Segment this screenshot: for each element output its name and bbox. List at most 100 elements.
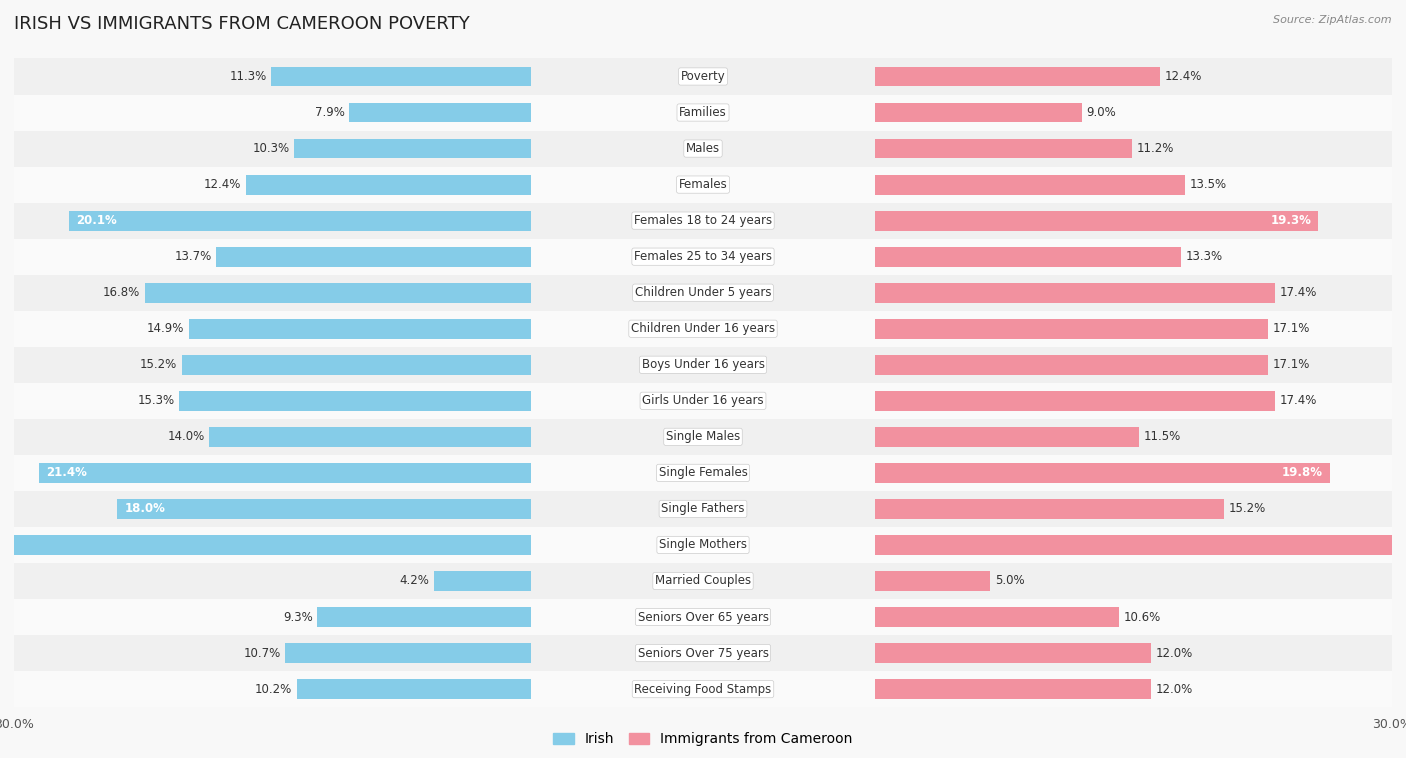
Text: 12.0%: 12.0% [1156,683,1192,696]
FancyBboxPatch shape [14,95,1392,130]
Text: 17.1%: 17.1% [1272,322,1310,335]
Bar [875,139,1132,158]
Text: 17.4%: 17.4% [1279,287,1317,299]
FancyBboxPatch shape [14,671,1392,707]
Bar [181,355,531,374]
Text: Married Couples: Married Couples [655,575,751,587]
Bar [875,607,1119,627]
Text: Seniors Over 65 years: Seniors Over 65 years [637,610,769,624]
Bar [875,535,1406,555]
FancyBboxPatch shape [14,491,1392,527]
Text: 15.2%: 15.2% [1229,503,1267,515]
Bar [69,211,531,230]
FancyBboxPatch shape [14,274,1392,311]
Bar [180,391,531,411]
FancyBboxPatch shape [14,167,1392,202]
Text: Source: ZipAtlas.com: Source: ZipAtlas.com [1274,15,1392,25]
Text: 10.7%: 10.7% [243,647,280,659]
Text: Males: Males [686,142,720,155]
Bar [349,102,531,123]
Bar [875,679,1152,699]
Text: 5.0%: 5.0% [994,575,1025,587]
Text: 11.3%: 11.3% [229,70,267,83]
Text: Females 18 to 24 years: Females 18 to 24 years [634,214,772,227]
Text: 14.9%: 14.9% [146,322,184,335]
Text: 10.3%: 10.3% [253,142,290,155]
FancyBboxPatch shape [14,527,1392,563]
FancyBboxPatch shape [14,346,1392,383]
Text: 17.1%: 17.1% [1272,359,1310,371]
Text: 13.5%: 13.5% [1189,178,1227,191]
Bar [209,427,531,446]
Text: 20.1%: 20.1% [76,214,117,227]
Text: 12.4%: 12.4% [1164,70,1202,83]
Text: 7.9%: 7.9% [315,106,344,119]
Text: 21.4%: 21.4% [46,466,87,479]
Text: 9.0%: 9.0% [1087,106,1116,119]
Bar [875,355,1268,374]
Text: Single Fathers: Single Fathers [661,503,745,515]
Text: 18.0%: 18.0% [124,503,165,515]
Bar [875,211,1319,230]
Bar [875,391,1275,411]
Bar [875,571,990,591]
Bar [875,319,1268,339]
Text: Children Under 16 years: Children Under 16 years [631,322,775,335]
Bar [875,102,1083,123]
Text: Single Mothers: Single Mothers [659,538,747,552]
Text: Boys Under 16 years: Boys Under 16 years [641,359,765,371]
Bar [875,427,1139,446]
Bar [875,247,1181,267]
FancyBboxPatch shape [14,635,1392,671]
Text: Poverty: Poverty [681,70,725,83]
Text: Families: Families [679,106,727,119]
Bar [875,643,1152,663]
Bar [285,643,531,663]
FancyBboxPatch shape [14,455,1392,491]
Text: Girls Under 16 years: Girls Under 16 years [643,394,763,407]
Text: 12.4%: 12.4% [204,178,242,191]
Text: 9.3%: 9.3% [283,610,312,624]
Text: 4.2%: 4.2% [399,575,430,587]
Text: 15.3%: 15.3% [138,394,174,407]
Text: 19.3%: 19.3% [1271,214,1312,227]
Text: 15.2%: 15.2% [139,359,177,371]
Bar [297,679,531,699]
Text: 13.3%: 13.3% [1185,250,1222,263]
Text: 13.7%: 13.7% [174,250,211,263]
FancyBboxPatch shape [14,419,1392,455]
Text: Females: Females [679,178,727,191]
Bar [318,607,531,627]
Bar [39,463,530,483]
Text: 14.0%: 14.0% [167,431,205,443]
Bar [875,463,1330,483]
FancyBboxPatch shape [14,311,1392,346]
Text: Receiving Food Stamps: Receiving Food Stamps [634,683,772,696]
Bar [145,283,531,302]
Text: 12.0%: 12.0% [1156,647,1192,659]
Text: Females 25 to 34 years: Females 25 to 34 years [634,250,772,263]
Bar [188,319,531,339]
Text: 19.8%: 19.8% [1282,466,1323,479]
Text: 11.5%: 11.5% [1144,431,1181,443]
Text: 10.6%: 10.6% [1123,610,1160,624]
Bar [117,499,531,518]
Bar [875,499,1225,518]
FancyBboxPatch shape [14,130,1392,167]
Legend: Irish, Immigrants from Cameroon: Irish, Immigrants from Cameroon [547,727,859,752]
FancyBboxPatch shape [14,563,1392,599]
Bar [875,174,1185,195]
Bar [875,67,1160,86]
Bar [0,535,531,555]
FancyBboxPatch shape [14,58,1392,95]
Text: 16.8%: 16.8% [103,287,141,299]
Bar [875,283,1275,302]
Text: IRISH VS IMMIGRANTS FROM CAMEROON POVERTY: IRISH VS IMMIGRANTS FROM CAMEROON POVERT… [14,15,470,33]
FancyBboxPatch shape [14,383,1392,419]
Text: 11.2%: 11.2% [1137,142,1174,155]
FancyBboxPatch shape [14,202,1392,239]
Text: Single Females: Single Females [658,466,748,479]
Bar [294,139,531,158]
Text: 17.4%: 17.4% [1279,394,1317,407]
Text: Children Under 5 years: Children Under 5 years [634,287,772,299]
